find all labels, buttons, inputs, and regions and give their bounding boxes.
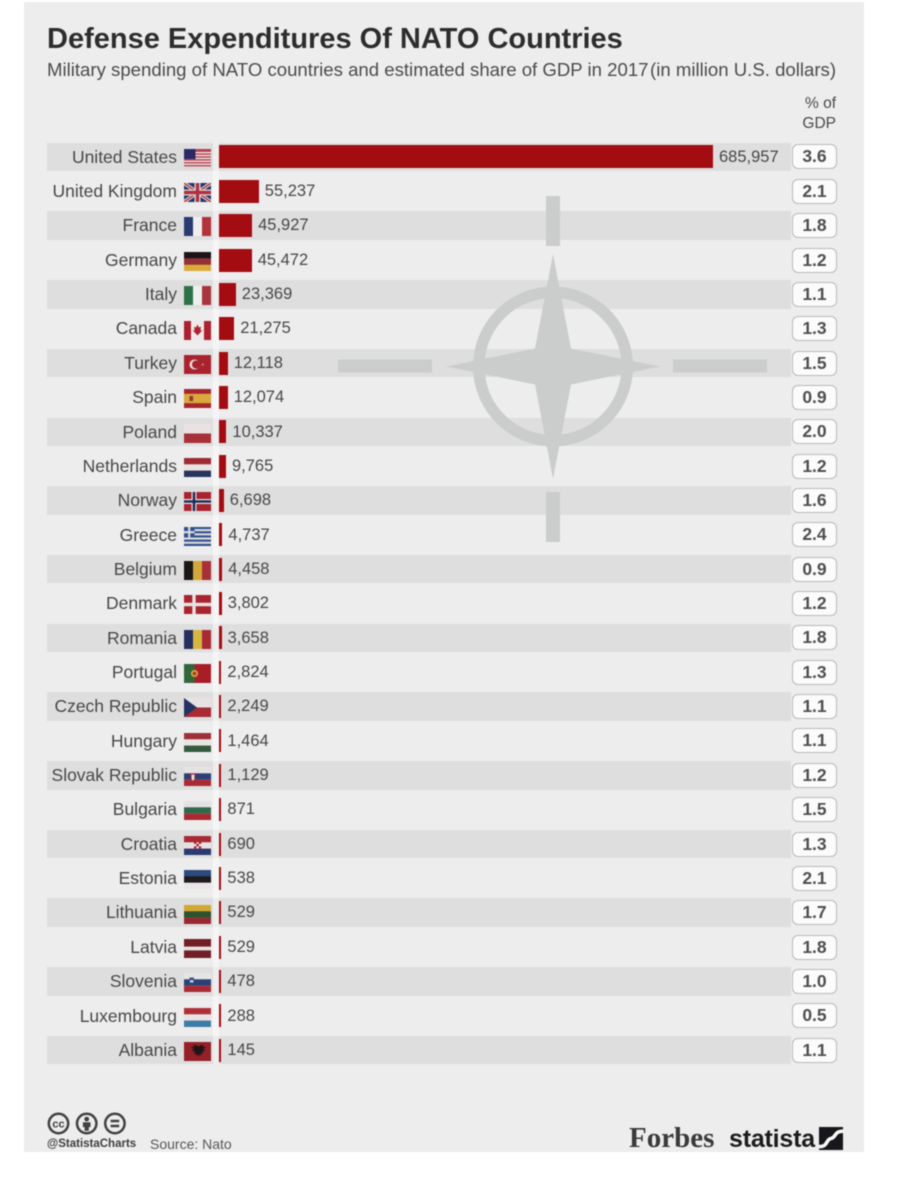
svg-text:cc: cc — [52, 1118, 64, 1130]
